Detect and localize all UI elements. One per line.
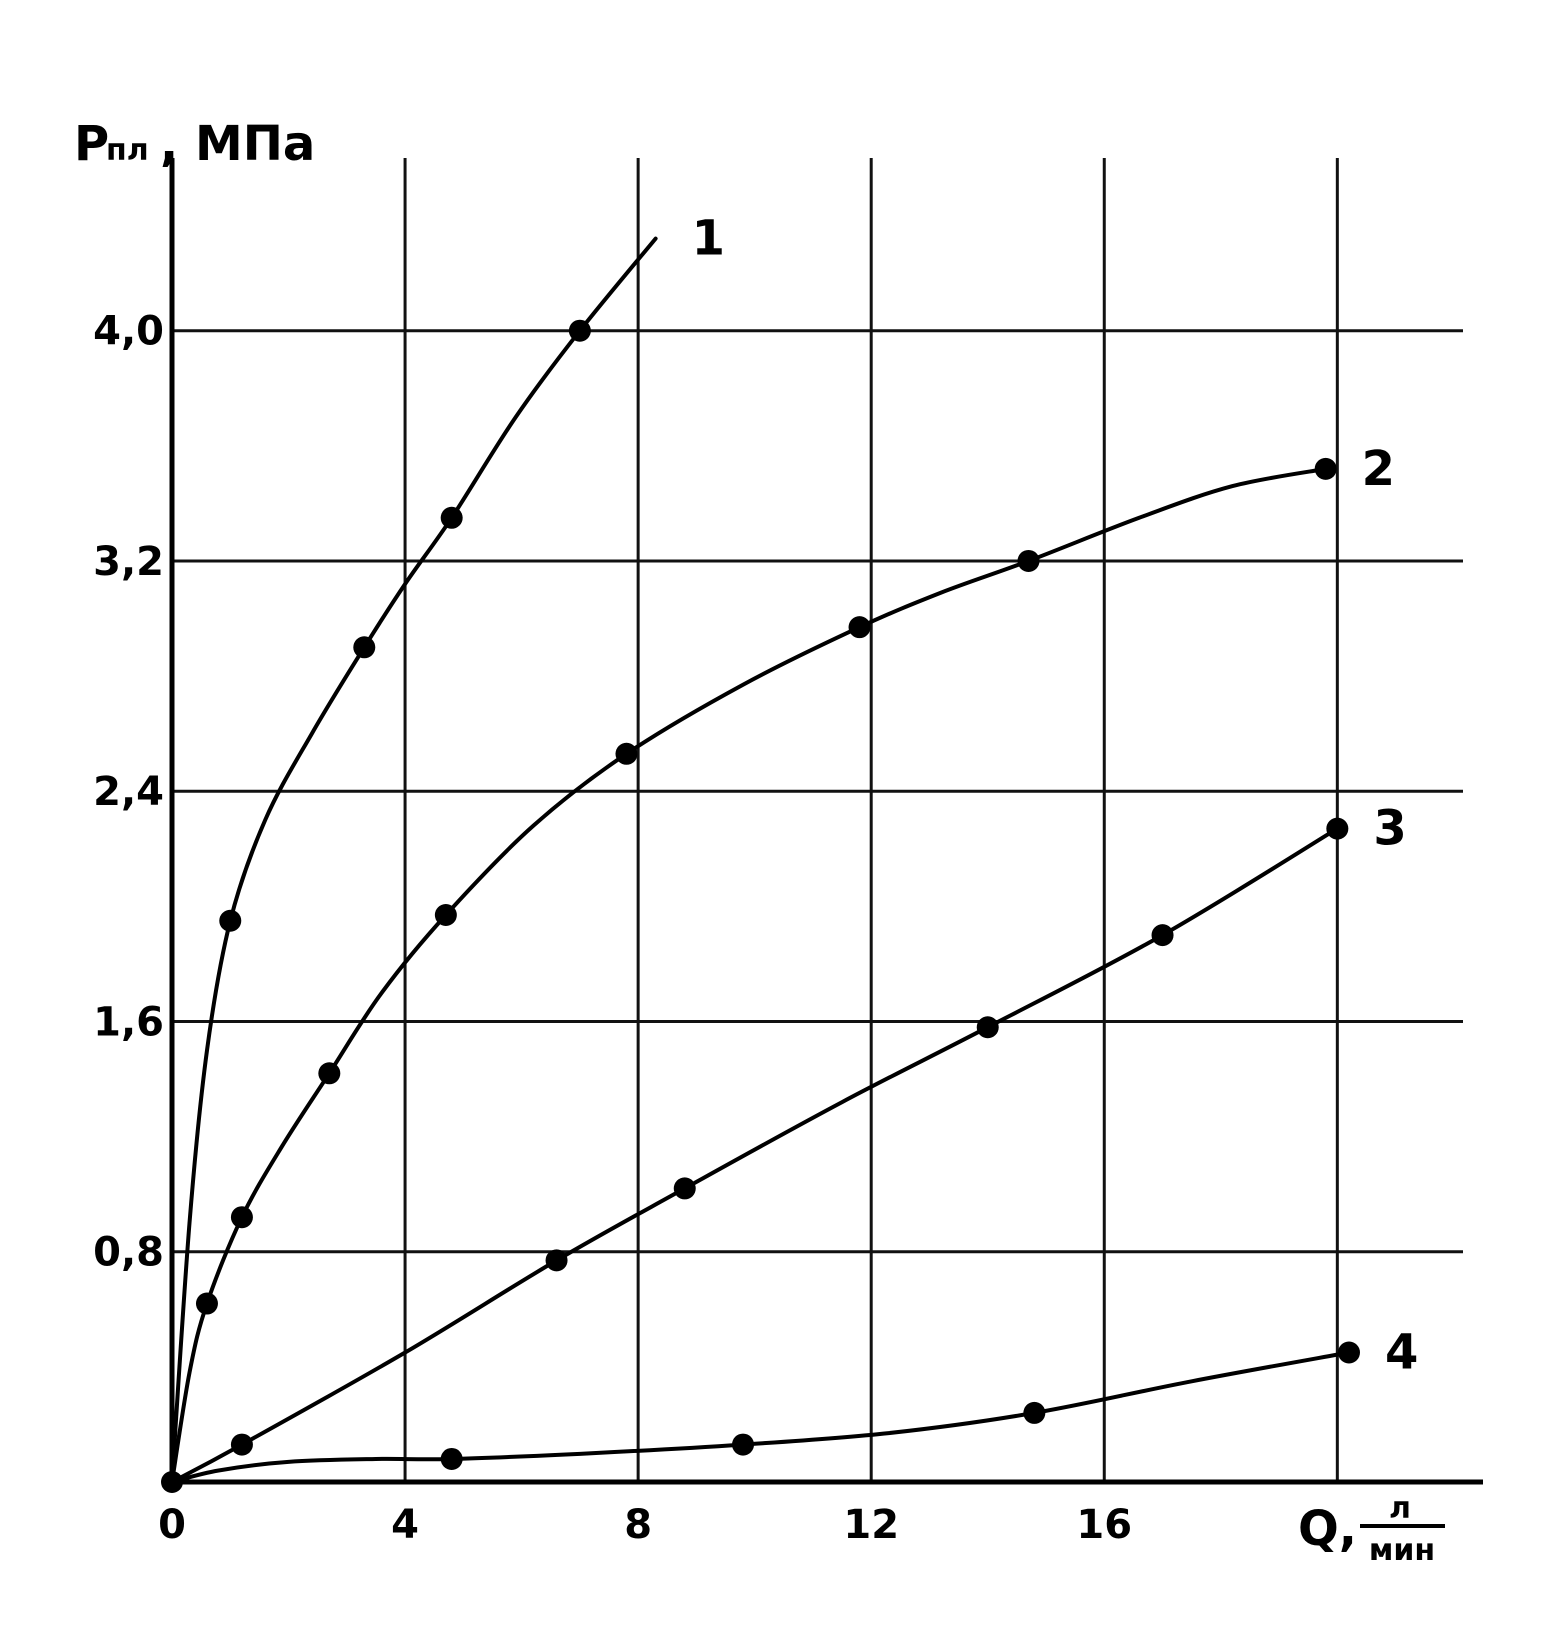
data-point-series-2 <box>230 1206 253 1229</box>
y-axis-label-main: P <box>74 116 109 172</box>
series-label-4: 4 <box>1385 1324 1418 1380</box>
y-tick-label: 4,0 <box>93 309 164 355</box>
series-label-2: 2 <box>1362 441 1395 497</box>
data-point-series-2 <box>1314 457 1337 480</box>
series-labels: 1 2 3 4 <box>692 211 1419 1381</box>
y-tick-label: 2,4 <box>93 769 164 815</box>
grid <box>172 158 1463 1482</box>
y-tick-label: 1,6 <box>93 999 164 1045</box>
data-point-series-3 <box>230 1433 253 1456</box>
data-point-series-2 <box>318 1062 341 1085</box>
y-tick-label: 3,2 <box>93 539 164 585</box>
data-point-series-4 <box>440 1447 463 1470</box>
data-point-series-3 <box>673 1177 696 1200</box>
data-point-series-4 <box>732 1433 755 1456</box>
tick-labels: 0 4 8 12 16 0,8 1,6 2,4 3,2 4,0 <box>93 309 1132 1548</box>
x-tick-label: 0 <box>158 1502 186 1548</box>
data-point-series-2 <box>615 742 638 765</box>
x-axis-unit-numerator: л <box>1389 1491 1411 1526</box>
data-point-series-1 <box>161 1471 183 1493</box>
series-line-4 <box>170 1350 1351 1484</box>
x-tick-label: 8 <box>624 1502 652 1548</box>
y-axis-label: P пл , МПа <box>74 116 315 172</box>
series-line-3 <box>170 826 1340 1484</box>
series-label-3: 3 <box>1373 801 1406 857</box>
data-point-series-3 <box>976 1016 999 1039</box>
data-point-series-2 <box>848 616 871 639</box>
x-tick-label: 12 <box>843 1502 899 1548</box>
data-point-series-1 <box>219 909 242 932</box>
x-axis-label: Q, л мин <box>1298 1491 1445 1568</box>
x-axis-label-main: Q, <box>1298 1501 1357 1557</box>
series-curves <box>170 236 1351 1484</box>
data-point-series-1 <box>353 636 376 659</box>
y-axis-label-unit: , МПа <box>160 116 315 172</box>
data-points <box>161 319 1360 1493</box>
data-point-series-3 <box>1326 817 1349 840</box>
x-axis-unit-denominator: мин <box>1369 1533 1435 1568</box>
x-tick-label: 4 <box>391 1502 419 1548</box>
data-point-series-4 <box>1023 1401 1046 1424</box>
data-point-series-2 <box>1017 549 1040 572</box>
series-line-1 <box>170 236 658 1484</box>
data-point-series-3 <box>545 1249 568 1272</box>
axes <box>169 158 1483 1485</box>
y-tick-label: 0,8 <box>93 1230 164 1276</box>
data-point-series-4 <box>1337 1341 1360 1364</box>
data-point-series-1 <box>440 506 463 529</box>
data-point-series-1 <box>568 319 591 342</box>
y-axis-label-sub: пл <box>106 133 149 168</box>
x-tick-label: 16 <box>1076 1502 1132 1548</box>
series-label-1: 1 <box>692 211 725 267</box>
data-point-series-2 <box>195 1292 218 1315</box>
data-point-series-2 <box>434 903 457 926</box>
series-line-2 <box>170 466 1328 1484</box>
data-point-series-3 <box>1151 924 1174 947</box>
